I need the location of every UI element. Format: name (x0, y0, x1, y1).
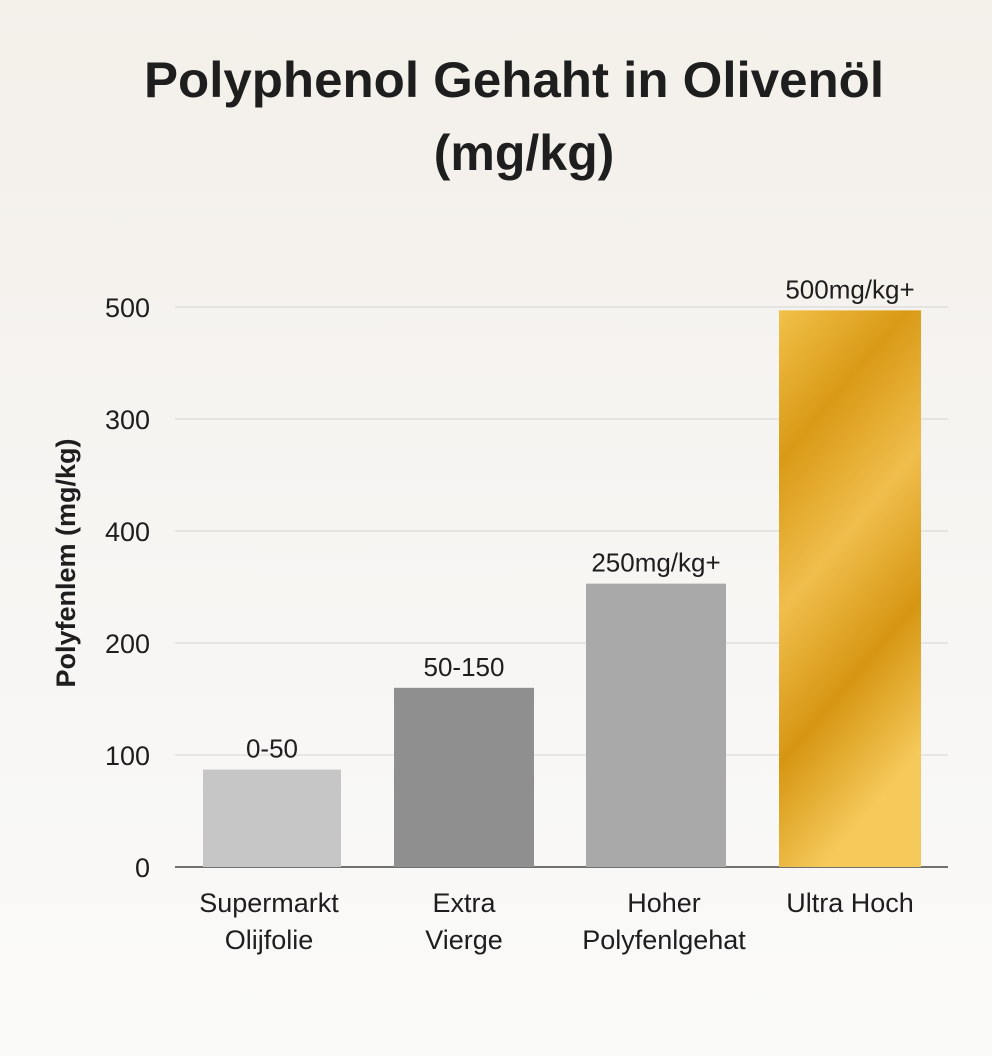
x-tick-label: Vierge (425, 925, 503, 955)
x-tick-label: Supermarkt (199, 888, 339, 918)
x-tick-label: Ultra Hoch (786, 888, 914, 918)
bar (394, 687, 534, 867)
x-tick-label: Hoher (627, 888, 701, 918)
y-axis-label: Polyfenlem (mg/kg) (51, 438, 81, 687)
x-tick-label: Olijfolie (225, 925, 314, 955)
y-tick-label: 200 (105, 629, 150, 659)
bar (779, 310, 921, 867)
x-tick-label: Polyfenlgehat (582, 925, 746, 955)
data-label: 250mg/kg+ (591, 548, 720, 578)
bar (586, 583, 726, 867)
x-tick-label: Extra (432, 888, 496, 918)
y-tick-label: 0 (135, 853, 150, 883)
data-label: 50-150 (424, 652, 505, 682)
y-tick-label: 300 (105, 405, 150, 435)
y-tick-label: 500 (105, 293, 150, 323)
bar (203, 769, 341, 867)
chart-title-line-1: Polyphenol Gehaht in Olivenöl (144, 52, 884, 108)
data-label: 500mg/kg+ (785, 274, 914, 304)
y-tick-label: 100 (105, 741, 150, 771)
y-tick-label: 400 (105, 517, 150, 547)
data-label: 0-50 (246, 734, 298, 764)
chart-title-line-2: (mg/kg) (434, 125, 615, 181)
